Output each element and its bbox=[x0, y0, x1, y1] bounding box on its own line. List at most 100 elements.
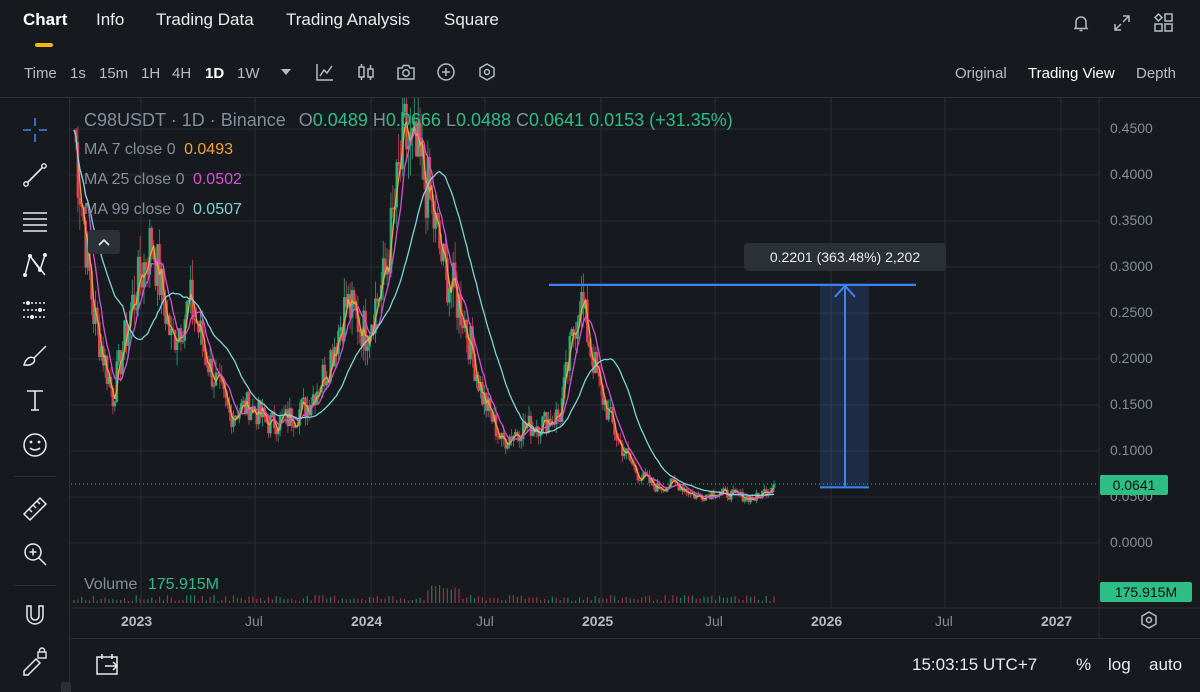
candle-body bbox=[234, 415, 237, 418]
indicator-icon[interactable] bbox=[314, 61, 336, 83]
view-depth[interactable]: Depth bbox=[1136, 65, 1177, 82]
clock-time[interactable]: 15:03:15 UTC+7 bbox=[912, 655, 1038, 674]
ma99-value: 0.0507 bbox=[192, 201, 242, 218]
volume-bar bbox=[590, 600, 592, 603]
volume-bar bbox=[388, 596, 390, 603]
prediction-icon[interactable] bbox=[17, 292, 53, 328]
candle-body bbox=[436, 212, 439, 221]
view-original[interactable]: Original bbox=[955, 65, 1007, 82]
volume-bar bbox=[617, 600, 620, 603]
chart-canvas[interactable] bbox=[71, 98, 1200, 638]
volume-bar bbox=[81, 596, 83, 603]
camera-icon[interactable] bbox=[395, 61, 417, 83]
emoji-icon[interactable] bbox=[17, 427, 53, 463]
expand-icon[interactable] bbox=[1109, 10, 1135, 36]
candle-body bbox=[140, 281, 144, 288]
candle-body bbox=[249, 411, 253, 420]
volume-bar bbox=[578, 597, 581, 603]
volume-bar bbox=[302, 598, 305, 603]
tab-square[interactable]: Square bbox=[444, 10, 499, 29]
fib-icon[interactable] bbox=[17, 202, 53, 238]
symbol-label[interactable]: C98USDT · 1D · Binance bbox=[84, 110, 286, 130]
measure-tooltip: 0.2201 (363.48%) 2,202 bbox=[744, 243, 946, 271]
collapse-sidebar-button[interactable]: ‹ bbox=[61, 682, 71, 692]
ma99-legend[interactable]: MA 99 close 0 0.0507 bbox=[84, 201, 242, 219]
interval-1h[interactable]: 1H bbox=[141, 65, 161, 82]
percent-toggle[interactable]: % bbox=[1076, 655, 1092, 674]
candle-body bbox=[243, 400, 247, 414]
lock-draw-icon[interactable] bbox=[17, 644, 53, 680]
volume-bar bbox=[613, 596, 616, 603]
candle-body bbox=[519, 439, 523, 442]
interval-1d[interactable]: 1D bbox=[205, 65, 225, 82]
add-icon[interactable] bbox=[435, 61, 457, 83]
trend-line-icon[interactable] bbox=[17, 157, 53, 193]
volume-bar bbox=[88, 600, 91, 603]
candle-body bbox=[582, 292, 585, 309]
tab-info[interactable]: Info bbox=[96, 10, 125, 29]
volume-bar bbox=[415, 598, 417, 603]
interval-1s[interactable]: 1s bbox=[70, 65, 86, 82]
crosshair-icon[interactable] bbox=[17, 112, 53, 148]
candle-body bbox=[570, 329, 574, 336]
candle-body bbox=[696, 494, 700, 497]
volume-bar bbox=[423, 600, 425, 603]
candle-body bbox=[517, 434, 521, 442]
candle-body bbox=[607, 408, 611, 420]
interval-15m[interactable]: 15m bbox=[99, 65, 129, 82]
y-tick-label: 0.2500 bbox=[1110, 304, 1153, 320]
tab-trading-data[interactable]: Trading Data bbox=[156, 10, 254, 29]
candle-type-icon[interactable] bbox=[355, 61, 377, 83]
candle-body bbox=[232, 417, 235, 427]
candle-body bbox=[762, 489, 766, 491]
zoom-in-icon[interactable] bbox=[17, 536, 53, 572]
log-toggle[interactable]: log bbox=[1108, 655, 1131, 674]
ruler-icon[interactable] bbox=[17, 491, 53, 527]
volume-bar bbox=[536, 597, 538, 603]
ma99-label: MA 99 close 0 bbox=[84, 201, 185, 218]
chevron-down-icon[interactable] bbox=[275, 61, 297, 83]
time-label[interactable]: Time bbox=[24, 65, 57, 82]
auto-toggle[interactable]: auto bbox=[1149, 655, 1183, 674]
tab-trading-analysis[interactable]: Trading Analysis bbox=[286, 10, 411, 29]
candle-body bbox=[508, 436, 511, 446]
text-icon[interactable] bbox=[17, 382, 53, 418]
volume-bar bbox=[493, 597, 495, 603]
interval-4h[interactable]: 4H bbox=[172, 65, 192, 82]
candle-body bbox=[142, 262, 146, 288]
view-trading-view[interactable]: Trading View bbox=[1028, 65, 1115, 82]
volume-bar bbox=[283, 598, 285, 603]
chart-settings-icon[interactable] bbox=[1137, 608, 1161, 632]
magnet-icon[interactable] bbox=[17, 598, 53, 634]
volume-bar bbox=[501, 600, 503, 603]
date-range-icon[interactable] bbox=[95, 653, 121, 682]
candle-body bbox=[187, 299, 191, 302]
collapse-legend-button[interactable] bbox=[88, 230, 120, 254]
bell-icon[interactable] bbox=[1068, 10, 1094, 36]
volume-bar bbox=[263, 600, 266, 603]
ma7-legend[interactable]: MA 7 close 0 0.0493 bbox=[84, 141, 233, 159]
candle-body bbox=[86, 234, 89, 268]
tab-chart[interactable]: Chart bbox=[23, 10, 68, 29]
layout-grid-icon[interactable] bbox=[1151, 10, 1177, 36]
volume-bar bbox=[135, 595, 137, 603]
pattern-icon[interactable] bbox=[17, 247, 53, 283]
volume-bar bbox=[450, 589, 452, 603]
volume-bar bbox=[621, 598, 623, 603]
interval-1w[interactable]: 1W bbox=[237, 65, 260, 82]
candle-body bbox=[595, 352, 599, 374]
ma25-legend[interactable]: MA 25 close 0 0.0502 bbox=[84, 171, 242, 189]
candle-body bbox=[335, 346, 338, 354]
volume-bar bbox=[718, 595, 721, 603]
volume-bar bbox=[372, 597, 375, 603]
volume-bar bbox=[228, 600, 231, 603]
volume-bar bbox=[722, 597, 725, 603]
volume-legend[interactable]: Volume 175.915M bbox=[84, 576, 219, 594]
price-chart[interactable] bbox=[71, 98, 1200, 638]
volume-price-tag: 175.915M bbox=[1100, 582, 1192, 602]
candle-body bbox=[434, 212, 437, 229]
brush-icon[interactable] bbox=[17, 337, 53, 373]
volume-bar bbox=[753, 596, 756, 603]
candle-body bbox=[700, 496, 704, 500]
settings-hex-icon[interactable] bbox=[476, 61, 498, 83]
